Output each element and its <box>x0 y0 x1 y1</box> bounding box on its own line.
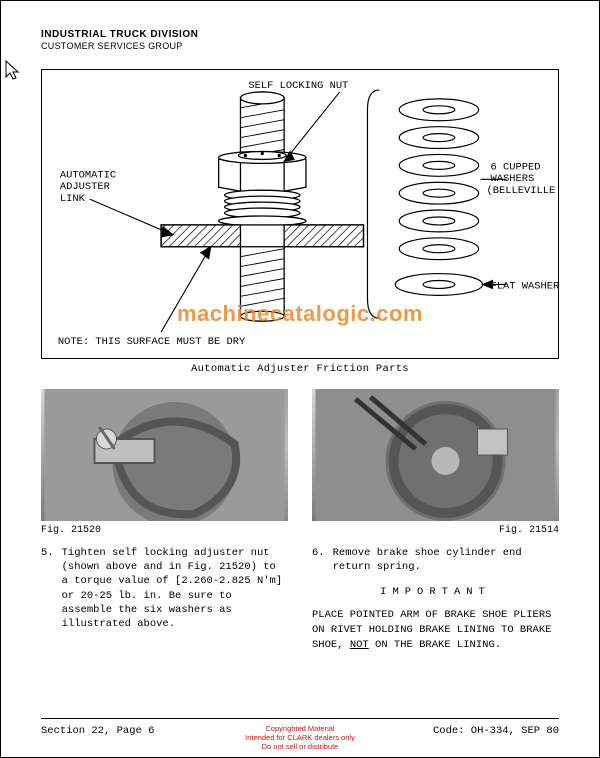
important-heading: IMPORTANT <box>312 586 559 598</box>
header-subtitle: CUSTOMER SERVICES GROUP <box>41 41 559 51</box>
label-note: NOTE: THIS SURFACE MUST BE DRY <box>58 336 246 348</box>
label-adjuster-link-3: LINK <box>60 193 86 205</box>
label-flat-washer: FLAT WASHER <box>491 280 558 292</box>
diagram-caption: Automatic Adjuster Friction Parts <box>41 363 559 375</box>
label-cupped-1: 6 CUPPED <box>491 161 541 173</box>
important-underline: NOT <box>350 639 369 651</box>
photo-fig-21520 <box>41 389 288 521</box>
footer-right: Code: OH-334, SEP 80 <box>433 725 559 737</box>
step6-text: Remove brake shoe cylinder end return sp… <box>333 546 559 574</box>
label-cupped-3: (BELLEVILLE TYPE) <box>487 185 558 197</box>
label-self-locking-nut: SELF LOCKING NUT <box>248 80 348 92</box>
step5-text: Tighten self locking adjuster nut (shown… <box>62 546 288 631</box>
footer-left: Section 22, Page 6 <box>41 725 154 737</box>
adjuster-diagram-svg: SELF LOCKING NUT AUTOMATIC ADJUSTER LINK… <box>42 70 558 358</box>
step5-number: 5. <box>41 546 54 631</box>
diagram-figure: SELF LOCKING NUT AUTOMATIC ADJUSTER LINK… <box>41 69 559 359</box>
label-adjuster-link-2: ADJUSTER <box>60 181 110 193</box>
photo-right-caption: Fig. 21514 <box>312 525 559 536</box>
step6-number: 6. <box>312 546 325 574</box>
important-post: ON THE BRAKE LINING. <box>369 639 501 651</box>
photo-fig-21514 <box>312 389 559 521</box>
label-adjuster-link-1: AUTOMATIC <box>60 169 116 181</box>
label-cupped-2: WASHERS <box>491 173 535 185</box>
important-body: PLACE POINTED ARM OF BRAKE SHOE PLIERS O… <box>312 608 559 652</box>
copyright-l3: Do not sell or distribute <box>245 742 355 751</box>
header-title: INDUSTRIAL TRUCK DIVISION <box>41 29 559 40</box>
photo-left-caption: Fig. 21520 <box>41 525 288 536</box>
